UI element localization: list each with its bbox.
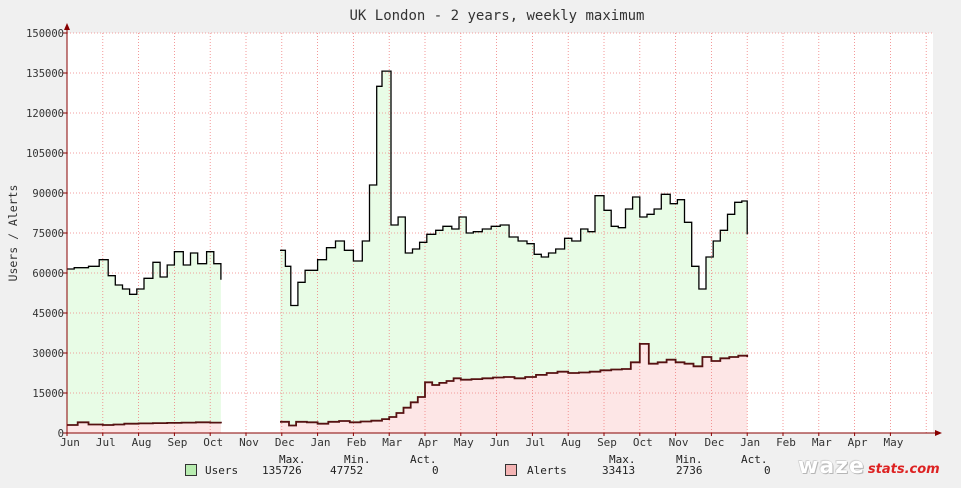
y-tick-label: 75000	[32, 228, 64, 240]
alerts-act-value: 0	[764, 464, 771, 477]
x-tick-label: Jul	[525, 436, 545, 448]
x-tick-label: Oct	[633, 436, 653, 448]
x-tick-label: Jun	[60, 436, 80, 448]
chart-title: UK London - 2 years, weekly maximum	[349, 8, 644, 24]
x-tick-label: Mar	[382, 436, 402, 448]
users-line	[67, 251, 222, 295]
x-axis-arrow	[935, 430, 942, 436]
x-tick-label: Oct	[203, 436, 223, 448]
users-min-header: Min.	[344, 453, 371, 466]
y-tick-label: 30000	[32, 348, 64, 360]
users-act-value: 0	[432, 464, 439, 477]
x-tick-label: Sep	[167, 436, 187, 448]
users-legend-label: Users	[205, 464, 239, 477]
y-tick-label: 150000	[26, 28, 64, 40]
users-max-header: Max.	[279, 453, 306, 466]
x-tick-label: Jul	[96, 436, 116, 448]
alerts-swatch	[505, 464, 517, 476]
x-tick-label: May	[454, 436, 474, 448]
alerts-line	[67, 421, 222, 426]
alerts-min-value: 2736	[676, 464, 703, 477]
x-tick-label: Jan	[740, 436, 760, 448]
alerts-min-header: Min.	[676, 453, 703, 466]
users-area	[280, 71, 748, 433]
wazestats-logo[interactable]: waze stats.com	[798, 454, 940, 479]
users-min-value: 47752	[330, 464, 364, 477]
alerts-line	[280, 343, 749, 427]
users-line	[280, 70, 748, 307]
y-tick-label: 105000	[26, 148, 64, 160]
y-tick-label: 90000	[32, 188, 64, 200]
x-tick-label: Dec	[275, 436, 295, 448]
x-tick-label: Feb	[776, 436, 796, 448]
x-tick-label: Jun	[490, 436, 510, 448]
x-tick-label: Aug	[132, 436, 152, 448]
legend-footer: Max. Min. Act. Users 135726 47752 0 Max.…	[0, 448, 961, 488]
x-tick-label: Nov	[669, 436, 689, 448]
y-axis-arrow	[64, 23, 70, 30]
y-tick-label: 45000	[32, 308, 64, 320]
users-swatch	[185, 464, 197, 476]
x-tick-label: Feb	[346, 436, 366, 448]
users-max-value: 135726	[262, 464, 302, 477]
y-tick-label: 135000	[26, 68, 64, 80]
y-tick-label: 15000	[32, 388, 64, 400]
y-tick-label: 120000	[26, 108, 64, 120]
y-tick-label: 60000	[32, 268, 64, 280]
alerts-area	[67, 422, 221, 433]
alerts-max-value: 33413	[602, 464, 636, 477]
x-tick-label: Jan	[311, 436, 331, 448]
alerts-act-header: Act.	[741, 453, 768, 466]
alerts-legend-label: Alerts	[527, 464, 567, 477]
alerts-max-header: Max.	[609, 453, 636, 466]
x-tick-label: Nov	[239, 436, 259, 448]
users-act-header: Act.	[410, 453, 437, 466]
logo-sub: stats.com	[867, 462, 940, 477]
alerts-area	[280, 343, 748, 433]
logo-main: waze	[798, 454, 865, 479]
y-tick-label: 0	[58, 428, 64, 440]
x-tick-label: Apr	[418, 436, 438, 448]
x-tick-label: Aug	[561, 436, 581, 448]
x-tick-label: Sep	[597, 436, 617, 448]
chart: 0 15000 30000 45000 60000 75000 90000 105000 120…	[6, 8, 942, 448]
x-tick-label: May	[883, 436, 903, 448]
x-tick-label: Apr	[848, 436, 868, 448]
x-tick-label: Mar	[812, 436, 832, 448]
x-tick-label: Dec	[704, 436, 724, 448]
y-axis-label: Users / Alerts	[6, 185, 20, 282]
users-area	[67, 251, 221, 433]
